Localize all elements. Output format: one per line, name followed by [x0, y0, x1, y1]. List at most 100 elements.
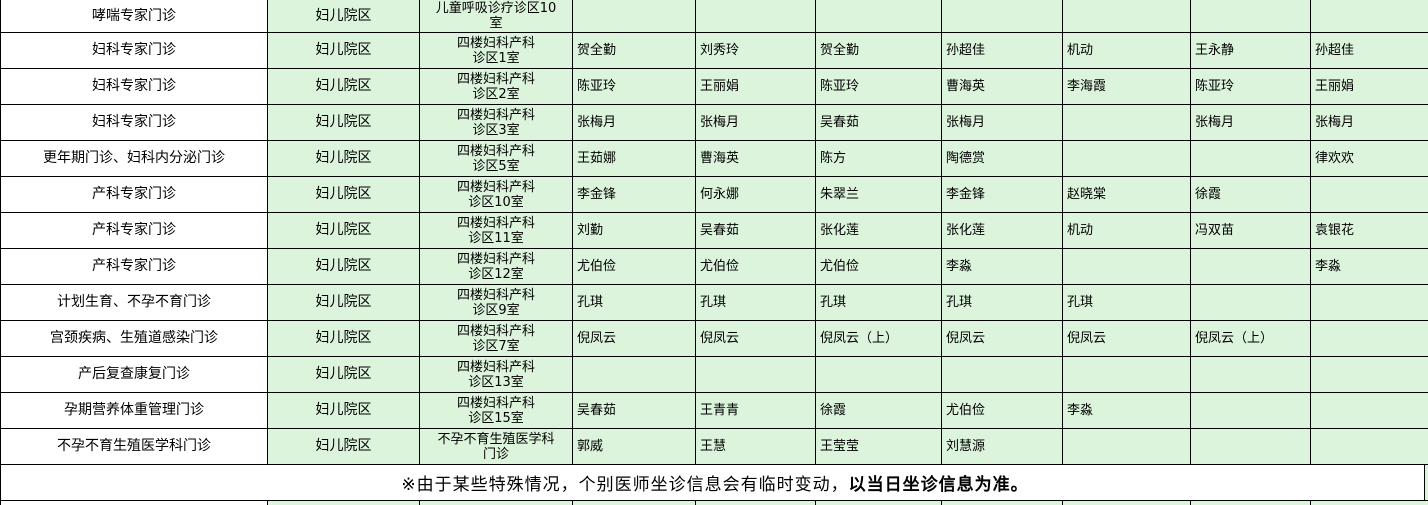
clipped-bottom-row-cell	[696, 501, 816, 505]
clipped-bottom-row-cell	[1311, 501, 1428, 505]
doctor-cell: 陈方	[816, 141, 942, 177]
doctor-cell	[696, 0, 816, 33]
doctor-cell: 尤伯俭	[942, 393, 1063, 429]
clinic-name-cell: 妇科专家门诊	[1, 105, 268, 141]
doctor-cell: 倪凤云	[696, 321, 816, 357]
doctor-cell: 孙超佳	[1311, 33, 1428, 69]
doctor-cell	[1191, 0, 1311, 33]
doctor-cell: 机动	[1063, 33, 1191, 69]
doctor-cell	[942, 0, 1063, 33]
doctor-cell	[1191, 249, 1311, 285]
doctor-cell: 李淼	[1063, 393, 1191, 429]
doctor-cell: 王丽娟	[1311, 69, 1428, 105]
room-cell: 四楼妇科产科 诊区10室	[420, 177, 573, 213]
doctor-cell: 孙超佳	[942, 33, 1063, 69]
doctor-cell	[1191, 357, 1311, 393]
doctor-cell: 陈亚玲	[1191, 69, 1311, 105]
footer-notice-bold-text: 以当日坐诊信息为准。	[848, 475, 1029, 495]
room-cell: 不孕不育生殖医学科 门诊	[420, 429, 573, 465]
doctor-cell	[573, 357, 696, 393]
doctor-cell: 朱翠兰	[816, 177, 942, 213]
campus-cell: 妇儿院区	[268, 285, 420, 321]
doctor-cell: 王永静	[1191, 33, 1311, 69]
campus-cell: 妇儿院区	[268, 105, 420, 141]
doctor-cell: 张梅月	[573, 105, 696, 141]
room-cell: 四楼妇科产科 诊区9室	[420, 285, 573, 321]
doctor-cell: 王丽娟	[696, 69, 816, 105]
doctor-cell	[1311, 429, 1428, 465]
clipped-bottom-row-cell	[420, 501, 573, 505]
room-cell: 四楼妇科产科 诊区2室	[420, 69, 573, 105]
doctor-cell: 李金锋	[573, 177, 696, 213]
footer-notice-text: ※由于某些特殊情况，个别医师坐诊信息会有临时变动，	[401, 475, 849, 495]
doctor-cell: 机动	[1063, 213, 1191, 249]
clinic-name-cell: 哮喘专家门诊	[1, 0, 268, 33]
campus-cell: 妇儿院区	[268, 357, 420, 393]
clinic-name-cell: 宫颈疾病、生殖道感染门诊	[1, 321, 268, 357]
clinic-name-cell: 产后复查康复门诊	[1, 357, 268, 393]
clipped-bottom-row-cell	[268, 501, 420, 505]
room-cell: 四楼妇科产科 诊区5室	[420, 141, 573, 177]
campus-cell: 妇儿院区	[268, 0, 420, 33]
doctor-cell: 张梅月	[1191, 105, 1311, 141]
room-cell: 四楼妇科产科 诊区15室	[420, 393, 573, 429]
clipped-bottom-row-cell	[942, 501, 1063, 505]
doctor-cell	[1311, 321, 1428, 357]
doctor-cell	[1191, 141, 1311, 177]
doctor-cell: 张化莲	[942, 213, 1063, 249]
room-cell: 四楼妇科产科 诊区7室	[420, 321, 573, 357]
clinic-name-cell: 产科专家门诊	[1, 249, 268, 285]
clinic-name-cell: 妇科专家门诊	[1, 33, 268, 69]
doctor-cell: 王青青	[696, 393, 816, 429]
doctor-cell	[1191, 429, 1311, 465]
clipped-bottom-row-cell	[816, 501, 942, 505]
clipped-bottom-row-cell	[1191, 501, 1311, 505]
room-cell: 儿童呼吸诊疗诊区10 室	[420, 0, 573, 33]
doctor-cell: 赵晓棠	[1063, 177, 1191, 213]
doctor-cell: 张化莲	[816, 213, 942, 249]
doctor-cell: 孔琪	[1063, 285, 1191, 321]
doctor-cell: 张梅月	[1311, 105, 1428, 141]
room-cell: 四楼妇科产科 诊区11室	[420, 213, 573, 249]
doctor-cell: 曹海英	[696, 141, 816, 177]
doctor-cell: 张梅月	[696, 105, 816, 141]
doctor-cell: 尤伯俭	[816, 249, 942, 285]
doctor-cell	[1063, 249, 1191, 285]
campus-cell: 妇儿院区	[268, 321, 420, 357]
campus-cell: 妇儿院区	[268, 429, 420, 465]
campus-cell: 妇儿院区	[268, 177, 420, 213]
clinic-name-cell: 产科专家门诊	[1, 177, 268, 213]
clinic-name-cell: 计划生育、不孕不育门诊	[1, 285, 268, 321]
clinic-name-cell: 孕期营养体重管理门诊	[1, 393, 268, 429]
doctor-cell: 贺全勤	[816, 33, 942, 69]
clinic-name-cell: 不孕不育生殖医学科门诊	[1, 429, 268, 465]
doctor-cell: 刘秀玲	[696, 33, 816, 69]
doctor-cell: 张梅月	[942, 105, 1063, 141]
clipped-bottom-row-cell	[1, 501, 268, 505]
doctor-cell: 贺全勤	[573, 33, 696, 69]
doctor-cell: 李海霞	[1063, 69, 1191, 105]
campus-cell: 妇儿院区	[268, 69, 420, 105]
footer-notice-row: ※由于某些特殊情况，个别医师坐诊信息会有临时变动， 以当日坐诊信息为准。	[1, 465, 1428, 501]
doctor-cell: 刘慧源	[942, 429, 1063, 465]
clipped-bottom-row-cell	[573, 501, 696, 505]
doctor-cell	[1191, 393, 1311, 429]
doctor-cell	[1191, 285, 1311, 321]
doctor-cell: 倪凤云（上）	[1191, 321, 1311, 357]
doctor-cell: 尤伯俭	[696, 249, 816, 285]
doctor-cell	[1311, 285, 1428, 321]
doctor-cell	[1311, 177, 1428, 213]
doctor-cell: 王莹莹	[816, 429, 942, 465]
doctor-cell	[816, 0, 942, 33]
doctor-cell: 李淼	[942, 249, 1063, 285]
doctor-cell: 何永娜	[696, 177, 816, 213]
doctor-cell: 倪凤云	[573, 321, 696, 357]
doctor-cell: 王慧	[696, 429, 816, 465]
clinic-name-cell: 更年期门诊、妇科内分泌门诊	[1, 141, 268, 177]
doctor-cell: 陈亚玲	[573, 69, 696, 105]
doctor-cell: 倪凤云	[942, 321, 1063, 357]
doctor-cell	[1063, 0, 1191, 33]
doctor-cell: 孔琪	[942, 285, 1063, 321]
doctor-cell: 王茹娜	[573, 141, 696, 177]
